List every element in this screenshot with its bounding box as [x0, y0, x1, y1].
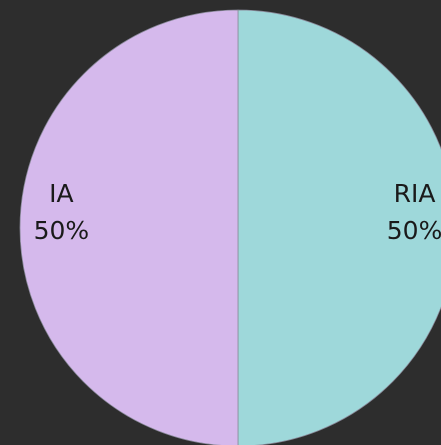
slice-label: IA	[49, 179, 73, 208]
slice-value-label: 50%	[387, 216, 441, 245]
pie-slice	[237, 9, 441, 445]
slice-value-label: 50%	[34, 216, 90, 245]
pie-slice	[19, 9, 239, 445]
slice-label: RIA	[394, 179, 436, 208]
